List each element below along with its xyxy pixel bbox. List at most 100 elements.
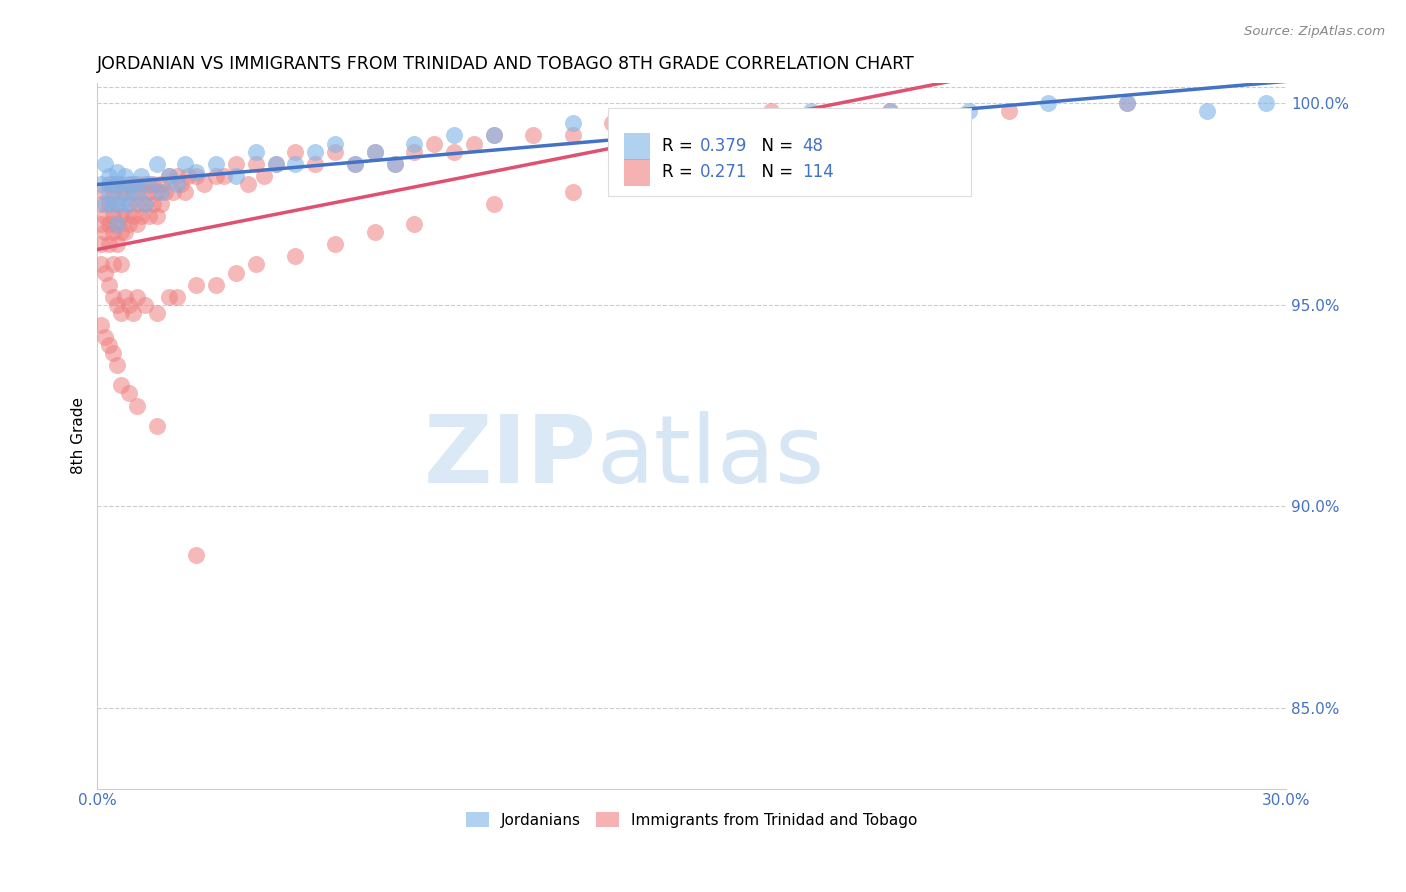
Point — [245, 257, 267, 271]
Text: N =: N = — [751, 137, 799, 155]
Point — [193, 177, 215, 191]
Point — [125, 185, 148, 199]
Point — [105, 165, 128, 179]
Point — [799, 104, 821, 119]
Point — [110, 185, 132, 199]
Point — [602, 116, 624, 130]
Point — [110, 257, 132, 271]
Point — [114, 185, 136, 199]
Point — [105, 217, 128, 231]
Point — [146, 209, 169, 223]
Point — [103, 177, 125, 191]
Point — [90, 217, 112, 231]
Point — [166, 177, 188, 191]
Point — [94, 185, 117, 199]
Point — [114, 185, 136, 199]
Text: 0.379: 0.379 — [700, 137, 748, 155]
Point — [122, 185, 145, 199]
Point — [98, 277, 121, 292]
Point — [284, 156, 307, 170]
Point — [212, 169, 235, 183]
Point — [90, 237, 112, 252]
Point — [146, 156, 169, 170]
Point — [103, 225, 125, 239]
Point — [134, 177, 156, 191]
Point — [134, 197, 156, 211]
Point — [166, 290, 188, 304]
Point — [162, 185, 184, 199]
Point — [98, 169, 121, 183]
Text: 0.271: 0.271 — [700, 163, 748, 181]
Point — [90, 257, 112, 271]
Point — [105, 217, 128, 231]
Point — [125, 197, 148, 211]
Point — [129, 185, 152, 199]
Y-axis label: 8th Grade: 8th Grade — [72, 397, 86, 475]
Point — [98, 185, 121, 199]
Point — [110, 209, 132, 223]
Point — [323, 145, 346, 159]
Text: R =: R = — [662, 137, 697, 155]
Point — [149, 197, 172, 211]
Point — [94, 265, 117, 279]
Point — [384, 156, 406, 170]
Text: 114: 114 — [803, 163, 834, 181]
Point — [363, 225, 385, 239]
Point — [253, 169, 276, 183]
Point — [110, 306, 132, 320]
Point — [482, 128, 505, 143]
Point — [245, 156, 267, 170]
Point — [343, 156, 366, 170]
Point — [146, 185, 169, 199]
Point — [94, 330, 117, 344]
Point — [681, 116, 703, 130]
Point — [149, 177, 172, 191]
Point — [118, 217, 141, 231]
Text: Source: ZipAtlas.com: Source: ZipAtlas.com — [1244, 25, 1385, 38]
Point — [225, 265, 247, 279]
Point — [103, 185, 125, 199]
Point — [1195, 104, 1218, 119]
Point — [103, 209, 125, 223]
FancyBboxPatch shape — [624, 159, 650, 186]
Point — [157, 169, 180, 183]
Point — [98, 237, 121, 252]
Point — [110, 197, 132, 211]
Point — [720, 116, 742, 130]
Point — [443, 128, 465, 143]
Point — [173, 185, 195, 199]
Point — [146, 306, 169, 320]
Point — [134, 197, 156, 211]
Point — [114, 169, 136, 183]
Point — [125, 399, 148, 413]
Point — [94, 225, 117, 239]
Text: N =: N = — [751, 163, 799, 181]
Point — [1256, 96, 1278, 111]
Point — [98, 177, 121, 191]
Point — [110, 225, 132, 239]
Point — [134, 298, 156, 312]
Point — [323, 136, 346, 151]
Point — [997, 104, 1019, 119]
Point — [129, 169, 152, 183]
Point — [443, 145, 465, 159]
Legend: Jordanians, Immigrants from Trinidad and Tobago: Jordanians, Immigrants from Trinidad and… — [460, 805, 924, 834]
Point — [138, 185, 160, 199]
Point — [118, 298, 141, 312]
Text: atlas: atlas — [596, 411, 825, 503]
Point — [759, 104, 782, 119]
Point — [157, 290, 180, 304]
Point — [1116, 96, 1139, 111]
Point — [142, 197, 165, 211]
Point — [879, 104, 901, 119]
FancyBboxPatch shape — [624, 133, 650, 160]
Point — [90, 318, 112, 332]
Point — [264, 156, 287, 170]
Point — [561, 185, 583, 199]
Point — [186, 165, 208, 179]
Point — [879, 104, 901, 119]
Point — [94, 156, 117, 170]
Point — [304, 145, 326, 159]
Point — [404, 136, 426, 151]
FancyBboxPatch shape — [609, 108, 972, 196]
